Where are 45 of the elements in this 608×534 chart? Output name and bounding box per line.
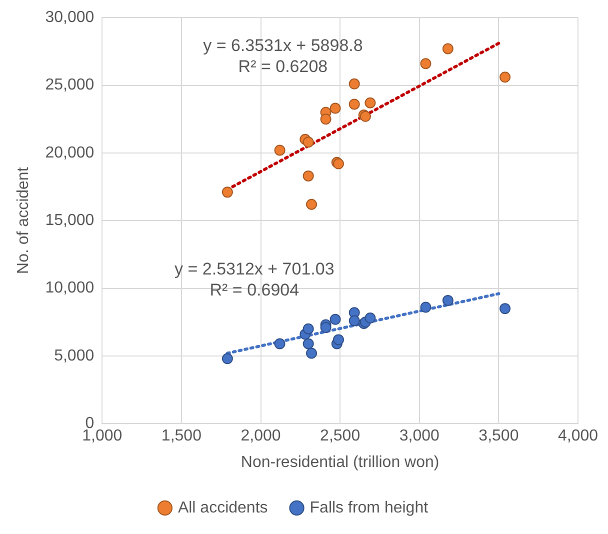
point: [500, 303, 511, 314]
legend-label: All accidents: [178, 499, 268, 516]
x-tick-label: 1,500: [161, 428, 202, 445]
x-tick-label: 3,000: [399, 428, 440, 445]
annotation: y = 6.3531x + 5898.8 R² = 0.6208: [203, 36, 363, 76]
point: [320, 322, 332, 334]
x-axis-title: Non-residential (trillion won): [240, 454, 440, 471]
x-tick-label: 1,000: [82, 428, 122, 445]
point: [302, 136, 314, 148]
y-tick-label: 5,000: [54, 347, 94, 364]
point: [274, 144, 286, 156]
y-tick-label: 30,000: [45, 9, 94, 26]
point: [222, 186, 233, 198]
point: [420, 58, 432, 70]
annotation: y = 2.5312x + 701.03 R² = 0.6904: [174, 259, 334, 300]
x-tick-label: 3,500: [478, 428, 519, 445]
point: [222, 353, 233, 364]
y-tick-label: 20,000: [45, 144, 94, 162]
point: [500, 72, 511, 83]
y-tick-label: 15,000: [45, 212, 94, 230]
point: [442, 294, 454, 306]
x-tick-label: 2,000: [240, 428, 281, 445]
point: [330, 314, 341, 325]
y-axis-title: No. of accident: [15, 166, 32, 274]
point: [348, 98, 360, 110]
point: [332, 334, 344, 346]
x-tick-label: 2,500: [320, 428, 360, 445]
point: [348, 315, 360, 326]
y-tick-label: 10,000: [45, 280, 94, 297]
point: [420, 302, 432, 313]
point: [306, 198, 318, 210]
point: [302, 338, 314, 350]
point: [348, 78, 360, 90]
point: [442, 43, 454, 54]
point: [302, 323, 314, 334]
legend-label: Falls from height: [310, 499, 429, 516]
point: [364, 312, 376, 324]
point: [364, 97, 376, 108]
point: [306, 348, 318, 359]
point: [302, 170, 314, 182]
point: [320, 114, 332, 125]
y-tick-label: 25,000: [45, 76, 94, 94]
point: [330, 102, 341, 114]
x-tick-label: 4,000: [558, 428, 598, 445]
point: [274, 338, 286, 350]
